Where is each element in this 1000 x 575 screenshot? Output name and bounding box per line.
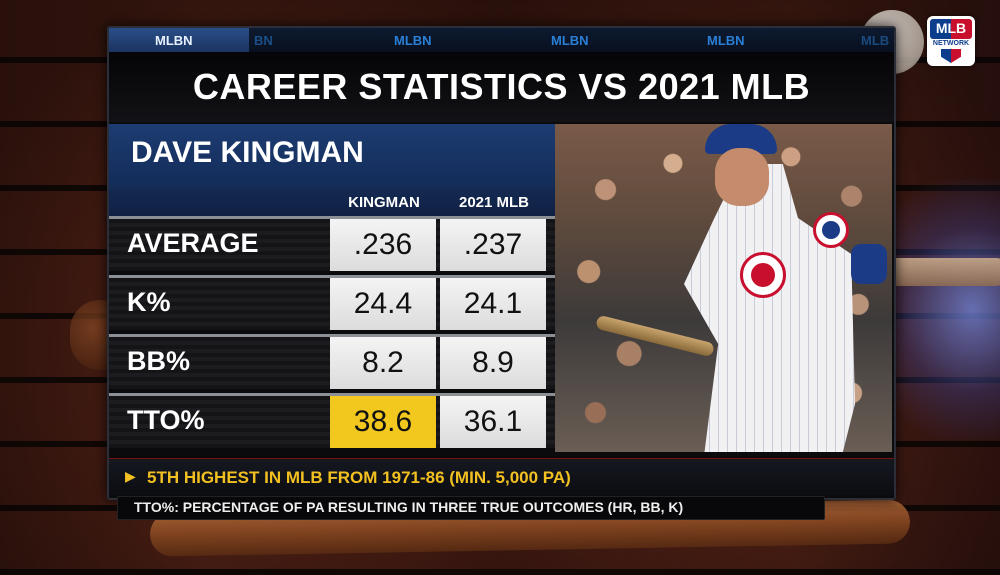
- cubs-sleeve-logo-icon: [813, 212, 849, 248]
- ticker-label: MLBN: [707, 33, 745, 48]
- stat-label: BB%: [127, 346, 191, 376]
- logo-text: MLB: [935, 20, 967, 36]
- bat-decoration-right: [880, 258, 1000, 286]
- kingman-value: .236: [330, 219, 436, 271]
- mlb-network-logo: MLB NETWORK: [927, 16, 975, 66]
- kingman-value: 24.4: [330, 278, 436, 330]
- ticker-label: MLBN: [155, 33, 193, 48]
- stat-label: TTO%: [127, 405, 205, 435]
- footnote-text: 5TH HIGHEST IN MLB FROM 1971-86 (MIN. 5,…: [147, 468, 571, 487]
- ticker-active-segment: MLBN: [109, 28, 249, 52]
- mlb-2021-value: 36.1: [440, 396, 546, 448]
- column-header-2021-mlb: 2021 MLB: [458, 194, 530, 211]
- ticker-label: MLBN: [551, 33, 589, 48]
- stats-panel: MLBN BN MLBN MLBN MLBN MLB CAREER STATIS…: [107, 26, 896, 500]
- player-photo: [555, 124, 892, 452]
- stat-row-k-pct: K% 24.4 24.1: [109, 275, 555, 330]
- ticker-label: BN: [254, 33, 273, 48]
- network-ticker: MLBN BN MLBN MLBN MLBN MLB: [109, 28, 894, 53]
- play-arrow-icon: ▶: [125, 469, 136, 485]
- cubs-chest-logo-icon: [740, 252, 786, 298]
- logo-banner: [930, 19, 972, 39]
- mlb-2021-value: 24.1: [440, 278, 546, 330]
- column-headers: KINGMAN 2021 MLB: [109, 188, 555, 216]
- mlb-2021-value: 8.9: [440, 337, 546, 389]
- uniform-sleeve: [851, 244, 887, 284]
- logo-shield-icon: [941, 49, 961, 63]
- logo-subtext: NETWORK: [932, 40, 970, 47]
- tto-definition: TTO%: PERCENTAGE OF PA RESULTING IN THRE…: [134, 499, 684, 515]
- stat-label: K%: [127, 287, 171, 317]
- mlb-2021-value: .237: [440, 219, 546, 271]
- ticker-label: MLB: [861, 33, 890, 48]
- stat-row-average: AVERAGE .236 .237: [109, 216, 555, 271]
- ticker-label: MLBN: [394, 33, 432, 48]
- stat-row-bb-pct: BB% 8.2 8.9: [109, 334, 555, 389]
- stat-row-tto-pct: TTO% 38.6 36.1: [109, 393, 555, 448]
- player-face: [715, 148, 769, 206]
- stat-label: AVERAGE: [127, 228, 259, 258]
- player-name-bar: DAVE KINGMAN: [109, 124, 555, 188]
- column-header-kingman: KINGMAN: [348, 194, 420, 211]
- graphic-title: CAREER STATISTICS VS 2021 MLB AVERAGES: [109, 52, 894, 177]
- kingman-value-highlighted: 38.6: [330, 396, 436, 448]
- kingman-value: 8.2: [330, 337, 436, 389]
- footnote-bar: ▶ 5TH HIGHEST IN MLB FROM 1971-86 (MIN. …: [109, 458, 894, 495]
- definition-bar: TTO%: PERCENTAGE OF PA RESULTING IN THRE…: [117, 496, 825, 520]
- player-name: DAVE KINGMAN: [131, 136, 364, 169]
